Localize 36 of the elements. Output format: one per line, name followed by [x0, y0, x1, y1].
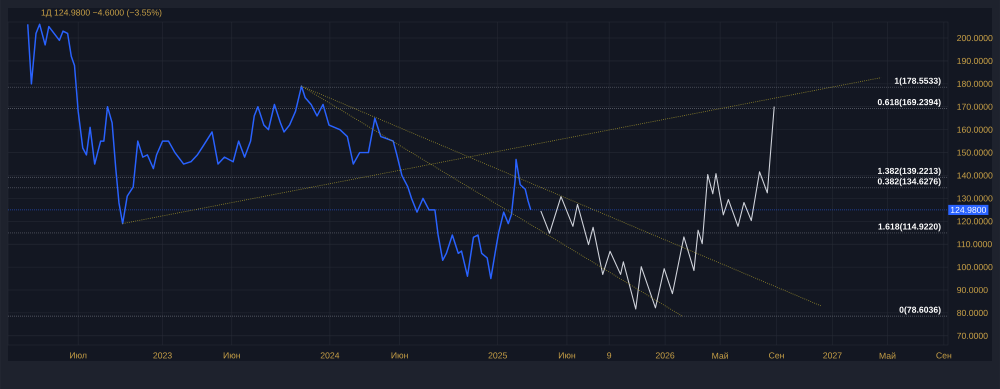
y-tick-label: 130.0000	[957, 195, 992, 202]
x-tick-label: 9	[607, 352, 612, 358]
x-tick-label: Июн	[224, 352, 240, 358]
y-tick-label: 90.0000	[957, 286, 988, 294]
y-tick-label: 80.0000	[957, 310, 988, 316]
y-tick-label: 120.0000	[957, 218, 992, 224]
x-tick-label: Май	[880, 352, 896, 359]
x-tick-label: Сен	[769, 352, 784, 358]
y-tick-label: 190.0000	[957, 58, 992, 64]
y-tick-label: 140.0000	[957, 172, 992, 179]
y-tick-label: 200.0000	[957, 34, 992, 42]
x-tick-label: Май	[712, 352, 728, 359]
y-tick-label: 70.0000	[957, 332, 988, 339]
x-tick-label: Июн	[392, 352, 408, 358]
x-tick-label: Июн	[558, 352, 576, 358]
y-tick-label: 160.0000	[957, 126, 992, 133]
x-tick-label: 2023	[153, 352, 172, 358]
y-tick-label: 110.0000	[957, 241, 992, 248]
y-tick-label: 150.0000	[957, 150, 992, 156]
y-tick-label: 100.0000	[957, 264, 992, 270]
x-tick-label: Июл	[70, 352, 86, 358]
x-tick-label: Сен	[936, 352, 952, 358]
x-tick-label: 2024	[320, 352, 340, 358]
ref-line-label: 0.618(169.2394)	[878, 98, 941, 107]
x-tick-label: 2025	[488, 352, 507, 358]
x-tick-label: 2027	[823, 352, 842, 358]
ref-line-label: 0(78.6036)	[899, 306, 941, 315]
ref-line-label: 1.618(114.9220)	[878, 223, 941, 232]
ref-line-label: 0.382(134.6276)	[878, 178, 941, 186]
ref-line-label: 1(178.5533)	[894, 77, 941, 86]
chart-title: 1Д 124.9800 −4.6000 (−3.55%)	[42, 9, 162, 18]
y-tick-label: 170.0000	[957, 104, 992, 110]
ref-line-label: 124.9800	[950, 206, 986, 213]
y-tick-label: 180.0000	[957, 80, 992, 87]
ref-line-label: 1.382(139.2213)	[878, 168, 941, 176]
x-tick-label: 2026	[656, 352, 674, 358]
